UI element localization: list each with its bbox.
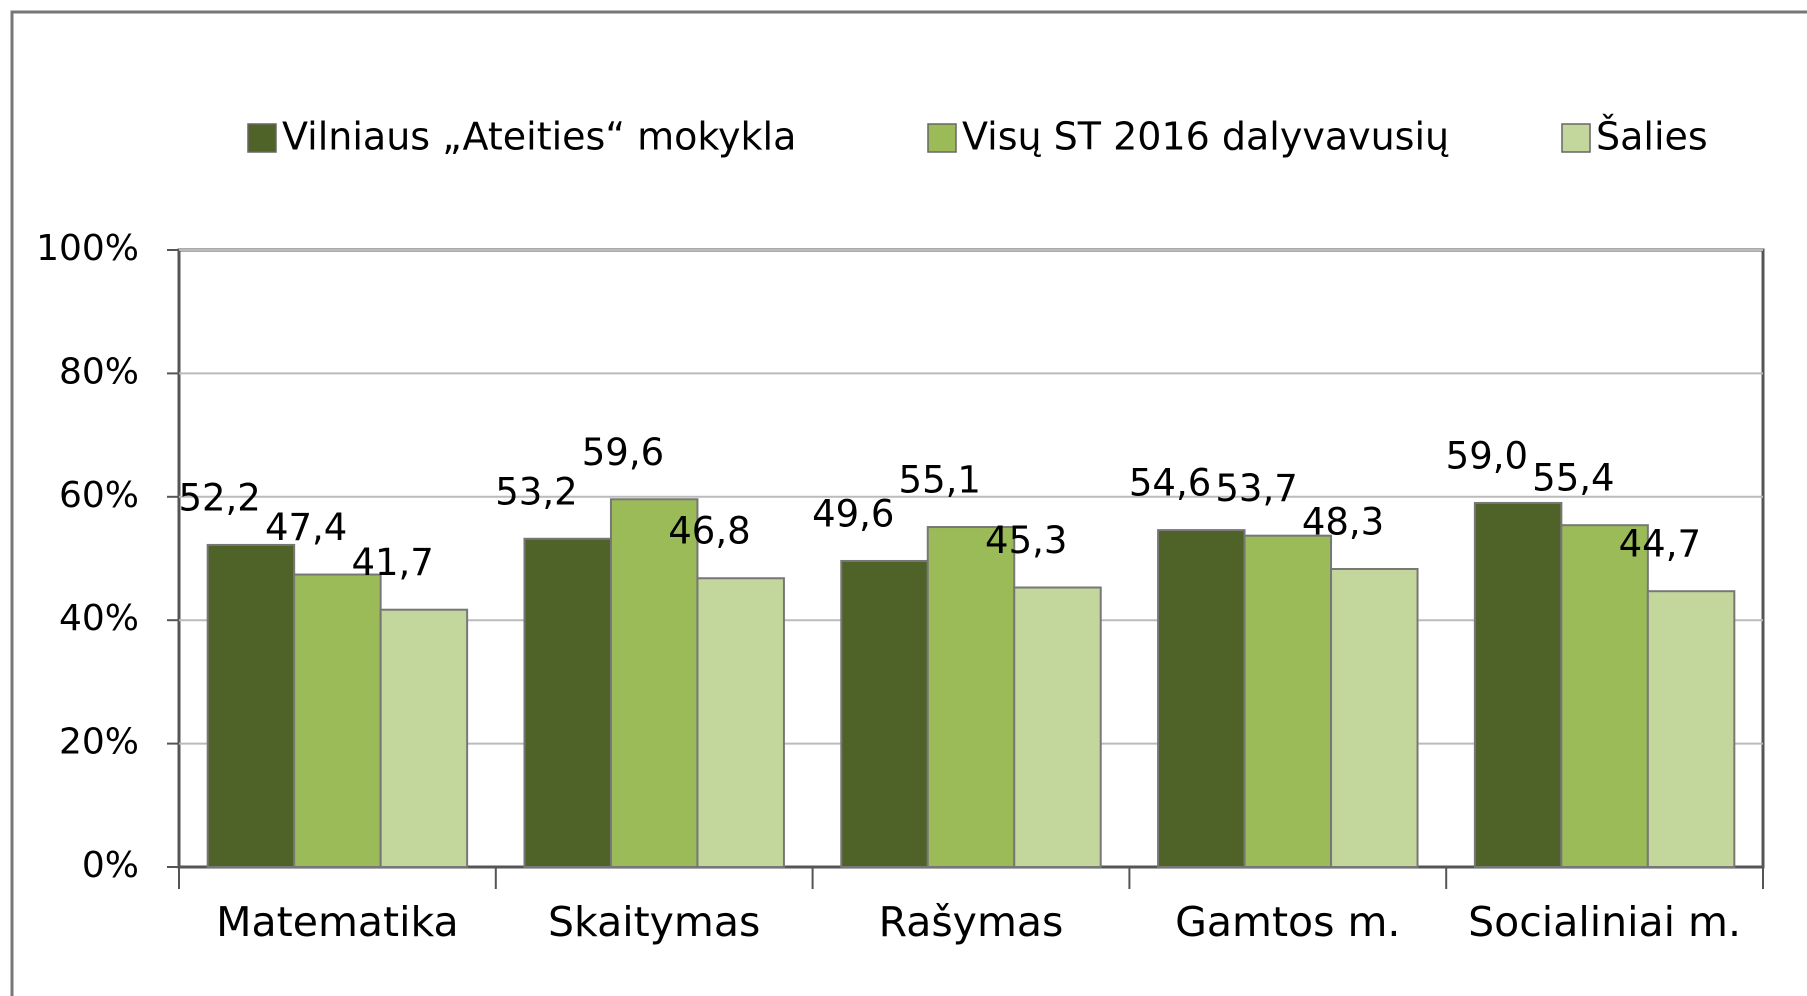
y-tick-label: 0% <box>82 845 139 886</box>
bar <box>293 573 382 868</box>
data-label: 49,6 <box>812 492 894 535</box>
bar <box>926 526 1016 869</box>
y-tick-label: 60% <box>59 475 139 516</box>
data-label: 55,1 <box>899 459 981 502</box>
bar <box>840 559 929 869</box>
bar <box>1646 590 1736 868</box>
x-tick-label: Socialiniai m. <box>1468 898 1741 946</box>
bar <box>206 543 296 869</box>
bar <box>379 608 469 868</box>
bar <box>1157 529 1246 868</box>
bar <box>696 577 785 869</box>
data-label: 55,4 <box>1532 457 1614 500</box>
x-tick-label: Gamtos m. <box>1175 898 1400 946</box>
legend-swatch <box>1561 123 1591 153</box>
data-label: 59,6 <box>582 431 664 474</box>
legend-label: Šalies <box>1596 115 1708 159</box>
y-tick-label: 40% <box>59 598 139 639</box>
data-label: 54,6 <box>1129 462 1211 505</box>
y-tick-label: 80% <box>59 351 139 392</box>
legend-swatch <box>927 123 957 153</box>
bar <box>609 498 699 868</box>
data-label: 59,0 <box>1446 434 1528 477</box>
bar <box>1560 524 1649 868</box>
data-label: 52,2 <box>178 476 260 519</box>
data-label: 53,7 <box>1215 467 1297 510</box>
data-label: 45,3 <box>985 519 1067 562</box>
x-tick-label: Matematika <box>216 898 458 946</box>
x-tick-label: Skaitymas <box>548 898 760 946</box>
legend-swatch <box>247 123 277 153</box>
bar <box>1243 534 1333 869</box>
data-label: 47,4 <box>265 506 347 549</box>
bar <box>523 537 612 868</box>
chart-frame <box>10 10 1807 996</box>
data-label: 41,7 <box>351 541 433 584</box>
bar <box>1013 586 1102 869</box>
data-label: 46,8 <box>668 510 750 553</box>
bar <box>1330 567 1419 868</box>
legend-label: Vilniaus „Ateities“ mokykla <box>282 115 796 159</box>
y-tick-label: 100% <box>36 228 139 269</box>
data-label: 44,7 <box>1619 523 1701 566</box>
data-label: 48,3 <box>1302 500 1384 543</box>
bar <box>1473 501 1563 868</box>
data-label: 53,2 <box>495 470 577 513</box>
legend-label: Visų ST 2016 dalyvavusių <box>962 115 1449 159</box>
x-tick-label: Rašymas <box>879 898 1064 946</box>
y-tick-label: 20% <box>59 722 139 763</box>
